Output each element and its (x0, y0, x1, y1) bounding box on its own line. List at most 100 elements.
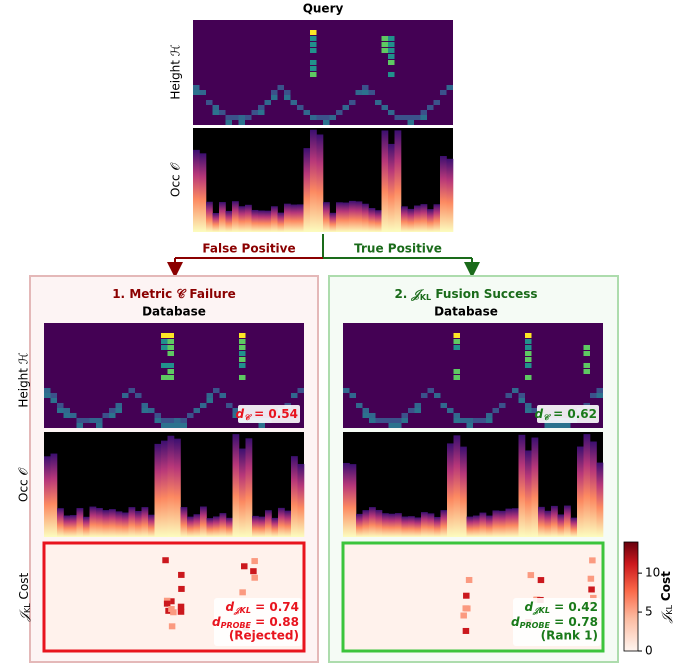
occ-column (388, 143, 395, 232)
cell (258, 105, 265, 110)
cell (310, 66, 317, 71)
occ-column (63, 515, 71, 537)
occ-column (473, 515, 480, 537)
cell (50, 393, 57, 398)
occ-column (167, 435, 175, 537)
cost-border (42, 541, 306, 653)
cell (349, 100, 356, 105)
cell (369, 418, 376, 423)
cell (407, 115, 414, 120)
height-map (193, 20, 453, 125)
cell (356, 403, 363, 408)
occ-column (362, 510, 370, 537)
cell (343, 388, 350, 393)
cell (310, 72, 317, 77)
occ-column (180, 507, 188, 537)
occ-column (414, 517, 422, 537)
cell (316, 115, 323, 120)
occ-column (187, 516, 194, 537)
occ-column (135, 511, 142, 537)
cell (349, 393, 356, 398)
cell (310, 60, 317, 65)
cell (525, 375, 532, 380)
occ-column (525, 450, 532, 537)
cell (596, 388, 603, 393)
cell (388, 54, 395, 59)
cell (362, 408, 369, 413)
subscript: PROBE (221, 621, 252, 630)
tick-label: 5 (645, 605, 653, 619)
occ-column (154, 443, 162, 537)
cell (479, 418, 486, 423)
occ-column (408, 516, 415, 537)
cell (102, 413, 109, 418)
cell (394, 115, 401, 120)
cell (200, 403, 207, 408)
cell (310, 30, 317, 35)
heatmaps (193, 20, 454, 232)
subscript: 𝒞 (244, 413, 252, 422)
cell (525, 339, 532, 344)
occ-column (492, 510, 500, 537)
symbol: d (236, 407, 245, 421)
cell (96, 418, 103, 423)
cost-cell (251, 558, 258, 565)
occ-column (460, 446, 467, 537)
cost-cell (588, 586, 595, 593)
occ-column (193, 149, 200, 232)
occ-column (381, 130, 389, 232)
cell (219, 393, 226, 398)
occ-column (505, 508, 513, 537)
cost-cell (168, 606, 175, 613)
cell (239, 351, 246, 356)
occ-column (531, 437, 539, 537)
occ-column (414, 205, 421, 232)
occ-column (342, 202, 350, 232)
occ-column (329, 212, 337, 232)
cell (329, 115, 336, 120)
cell (167, 418, 174, 423)
cell (512, 388, 519, 393)
occ-column (174, 438, 181, 537)
cell (212, 110, 219, 115)
cell (355, 90, 362, 95)
value: = 0.42 (550, 600, 598, 614)
metric-label: dPROBE = 0.78 (511, 615, 598, 630)
cell (239, 339, 246, 344)
occ-column (336, 202, 343, 232)
subscript: KL (420, 293, 431, 302)
cell (525, 351, 532, 356)
cost-cell (168, 623, 176, 630)
cell (525, 345, 532, 350)
cost-cell (537, 577, 545, 584)
occ-column (343, 462, 350, 537)
occ-column (421, 512, 428, 537)
cell (109, 408, 116, 413)
cell (225, 115, 232, 120)
cell (284, 90, 291, 95)
cell (57, 403, 64, 408)
cell (76, 423, 83, 428)
occ-column (323, 202, 330, 232)
occ-column (148, 514, 155, 537)
occ-column (57, 508, 64, 537)
occ-column (564, 505, 571, 537)
occ-column (401, 206, 408, 232)
cell (44, 388, 51, 393)
cell (167, 369, 174, 374)
cell (414, 115, 421, 120)
metric-label: dPROBE = 0.88 (212, 615, 299, 630)
cell (148, 408, 155, 413)
cell (109, 413, 116, 418)
cost-cell (465, 576, 473, 583)
occ-column (427, 209, 434, 232)
occ-column (284, 510, 292, 537)
cost-cell (168, 598, 175, 605)
cell (473, 418, 480, 423)
cost-cell (462, 605, 469, 612)
occ-column (362, 203, 369, 232)
cell (453, 418, 460, 423)
cell (525, 333, 532, 338)
cell (187, 413, 194, 418)
